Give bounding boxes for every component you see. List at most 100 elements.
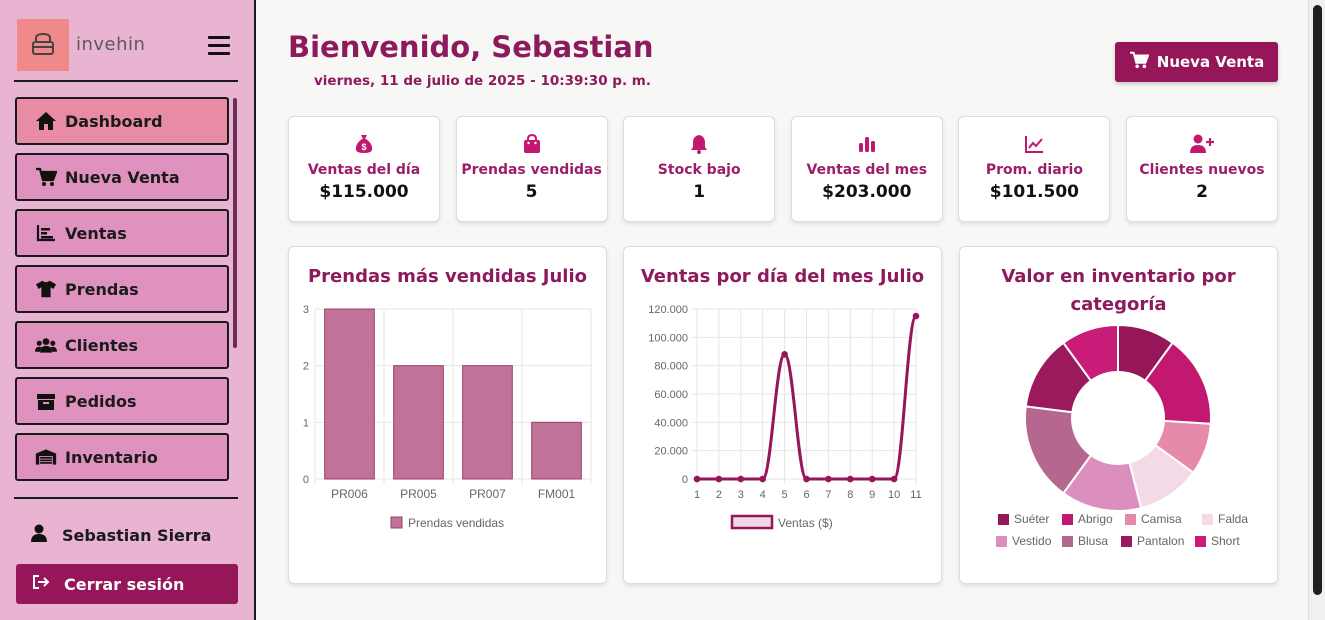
sidebar-item-pedidos[interactable]: Pedidos	[15, 377, 229, 425]
menu-toggle-icon[interactable]	[208, 36, 230, 56]
stat-label: Prom. diario	[985, 162, 1083, 178]
x-tick-label: 9	[869, 489, 875, 501]
new-sale-label: Nueva Venta	[1156, 53, 1265, 71]
legend-swatch	[998, 514, 1009, 525]
chart-icon	[35, 222, 57, 244]
logout-button[interactable]: Cerrar sesión	[16, 564, 238, 604]
warehouse-icon	[35, 446, 57, 468]
svg-text:$: $	[361, 142, 366, 152]
x-tick-label: PR007	[469, 487, 506, 501]
chart-title-line-2: categoría	[1070, 294, 1167, 315]
stat-card-stock-bajo: Stock bajo 1	[623, 116, 776, 222]
stat-label: Ventas del día	[307, 162, 421, 178]
x-tick-label: 3	[738, 489, 744, 501]
chart-title-line-1: Valor en inventario por	[1001, 266, 1236, 287]
chart-title: Ventas por día del mes Julio	[640, 266, 925, 287]
sidebar-item-prendas[interactable]: Prendas	[15, 265, 229, 313]
sidebar-item-clientes[interactable]: Clientes	[15, 321, 229, 369]
data-point	[781, 351, 788, 358]
page-title: Bienvenido, Sebastian	[288, 30, 654, 64]
sidebar-nav: Dashboard Nueva Venta Ventas Prendas Cli…	[15, 97, 231, 489]
stat-label: Stock bajo	[657, 162, 741, 178]
x-tick-label: 6	[803, 489, 809, 501]
legend-label: Ventas ($)	[778, 516, 833, 530]
stat-card-clientes-nuevos: Clientes nuevos 2	[1126, 116, 1278, 222]
date-time: viernes, 11 de julio de 2025 - 10:39:30 …	[314, 73, 651, 89]
sidebar: invehin Dashboard Nueva Venta Ventas Pre…	[0, 0, 256, 620]
shirt-icon	[35, 278, 57, 300]
money-bag-icon: $	[289, 134, 439, 154]
user-info: Sebastian Sierra	[31, 524, 211, 546]
legend-label: Falda	[1218, 512, 1248, 526]
user-plus-icon	[1127, 134, 1277, 154]
x-tick-label: PR005	[400, 487, 437, 501]
x-tick-label: 4	[760, 489, 766, 501]
chart-title: Prendas más vendidas Julio	[307, 266, 588, 287]
data-point	[825, 475, 832, 483]
stat-card-ventas-mes: Ventas del mes $203.000	[790, 116, 943, 222]
browser-scrollbar-thumb[interactable]	[1313, 5, 1322, 595]
legend-swatch	[1062, 536, 1073, 547]
legend-label: Short	[1211, 534, 1240, 548]
chart-card-prendas: Prendas más vendidas Julio 0 1 2 3 PR006 PR00…	[288, 246, 607, 584]
x-tick-label: 11	[910, 489, 921, 501]
y-tick-label: 3	[303, 304, 309, 316]
bar-chart: 0 1 2 3 PR006 PR005 PR007 FM001 Prendas vendidas	[303, 304, 592, 530]
y-tick-label: 20.000	[654, 446, 688, 458]
main-content: Bienvenido, Sebastian viernes, 11 de jul…	[256, 0, 1308, 620]
y-tick-label: 40.000	[654, 417, 688, 429]
legend-label: Blusa	[1078, 534, 1108, 548]
legend-swatch	[390, 516, 403, 529]
x-tick-label: 7	[825, 489, 831, 501]
x-tick-label: FM001	[538, 487, 576, 501]
y-tick-label: 0	[682, 474, 688, 486]
logo-row: invehin	[17, 19, 237, 71]
legend-label: Camisa	[1141, 512, 1182, 526]
stat-value: 2	[1196, 182, 1208, 202]
cart-icon	[1129, 51, 1150, 73]
donut-chart: Suéter Abrigo Camisa Falda Vestido Blusa Panta…	[996, 323, 1248, 548]
new-sale-button[interactable]: Nueva Venta	[1115, 42, 1278, 82]
legend-swatch	[1121, 536, 1132, 547]
legend-label: Prendas vendidas	[408, 516, 504, 530]
stat-value: 1	[693, 182, 706, 202]
user-icon	[31, 524, 47, 546]
bell-icon	[624, 134, 774, 154]
data-point	[693, 475, 701, 483]
browser-scrollbar[interactable]	[1308, 0, 1325, 620]
sidebar-scrollbar[interactable]	[233, 98, 237, 348]
y-tick-label: 0	[303, 474, 309, 486]
sidebar-divider-top	[14, 80, 238, 82]
data-point	[715, 475, 723, 483]
legend-swatch	[730, 514, 774, 530]
stat-label: Clientes nuevos	[1139, 162, 1265, 178]
sidebar-item-dashboard[interactable]: Dashboard	[15, 97, 229, 145]
sidebar-item-inventario[interactable]: Inventario	[15, 433, 229, 481]
logout-label: Cerrar sesión	[64, 574, 185, 594]
y-tick-label: 100.000	[648, 332, 688, 344]
home-icon	[35, 110, 57, 132]
chart-card-ventas-dia: Ventas por día del mes Julio 0 20.000 40.0…	[623, 246, 942, 584]
data-point	[759, 475, 766, 483]
stats-row: $ Ventas del día $115.000 Prendas vendid…	[288, 116, 1278, 222]
legend-swatch	[1125, 514, 1136, 525]
logout-icon	[32, 574, 50, 594]
legend-swatch	[996, 536, 1007, 547]
x-tick-label: 8	[847, 489, 853, 501]
shopping-bag-icon	[457, 134, 607, 154]
legend-label: Suéter	[1014, 512, 1049, 526]
stat-label: Ventas del mes	[806, 162, 928, 178]
legend-swatch	[1062, 514, 1073, 525]
data-point	[803, 475, 810, 483]
sidebar-divider-bottom	[14, 497, 238, 499]
logo-icon	[17, 19, 69, 71]
app-name: invehin	[76, 34, 146, 55]
data-point	[847, 475, 854, 483]
pie-slice	[1061, 323, 1119, 383]
users-icon	[35, 334, 57, 356]
legend-swatch	[1195, 536, 1206, 547]
stat-label: Prendas vendidas	[461, 162, 602, 178]
sidebar-item-label: Clientes	[65, 335, 138, 355]
sidebar-item-nueva-venta[interactable]: Nueva Venta	[15, 153, 229, 201]
sidebar-item-ventas[interactable]: Ventas	[15, 209, 229, 257]
